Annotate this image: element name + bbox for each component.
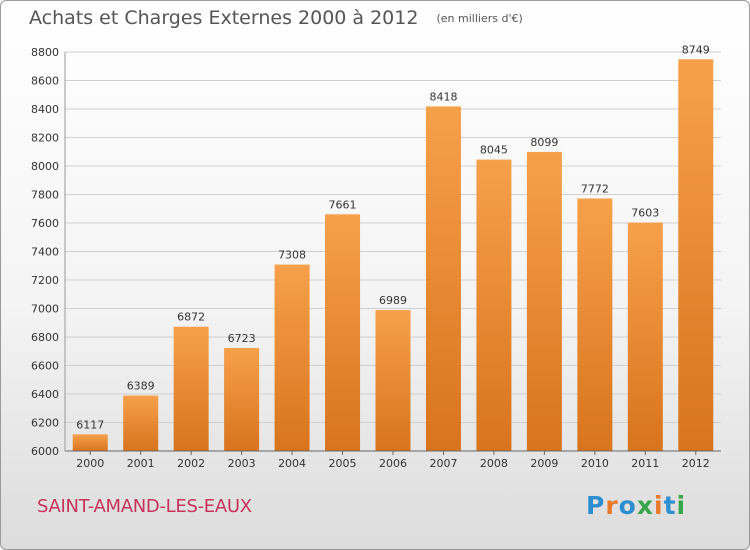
chart-unit: (en milliers d'€) — [436, 12, 523, 25]
data-label: 8418 — [429, 90, 457, 103]
y-tick-label: 8800 — [31, 46, 59, 59]
y-tick-label: 6000 — [31, 445, 59, 458]
x-tick-label: 2008 — [480, 457, 508, 470]
y-axis-ticks: 6000 6200 6400 6600 6800 7000 7200 7400 7600 7800… — [31, 46, 59, 458]
x-tick-label: 2004 — [278, 457, 306, 470]
bar — [627, 222, 663, 451]
x-tick-label: 2003 — [228, 457, 256, 470]
y-tick-label: 7200 — [31, 274, 59, 287]
data-label: 6117 — [76, 418, 104, 431]
x-tick-label: 2000 — [76, 457, 104, 470]
x-tick-label: 2010 — [581, 457, 609, 470]
data-label: 7661 — [329, 198, 357, 211]
bar — [526, 151, 562, 451]
x-tick-label: 2006 — [379, 457, 407, 470]
logo-letter: i — [676, 491, 687, 520]
y-tick-label: 6600 — [31, 360, 59, 373]
x-tick-label: 2012 — [682, 457, 710, 470]
bar — [224, 347, 260, 451]
logo-letter: t — [663, 491, 677, 520]
y-tick-label: 8600 — [31, 75, 59, 88]
bar — [678, 59, 714, 452]
chart-title-text: Achats et Charges Externes 2000 à 2012 — [29, 7, 419, 29]
logo-letter: o — [618, 491, 637, 520]
x-tick-label: 2009 — [530, 457, 558, 470]
logo-letter: P — [586, 491, 606, 520]
data-label: 7308 — [278, 249, 306, 262]
data-label: 6389 — [127, 380, 155, 393]
axes — [64, 52, 721, 452]
logo-letter: x — [636, 491, 654, 520]
y-tick-label: 7800 — [31, 189, 59, 202]
bar — [476, 159, 512, 451]
x-tick-label: 2001 — [127, 457, 155, 470]
data-label: 8099 — [530, 136, 558, 149]
y-tick-label: 6400 — [31, 388, 59, 401]
data-label: 6872 — [177, 311, 205, 324]
y-tick-label: 6200 — [31, 417, 59, 430]
y-tick-label: 8400 — [31, 103, 59, 116]
x-tick-label: 2011 — [631, 457, 659, 470]
data-label: 8045 — [480, 144, 508, 157]
data-label: 7603 — [631, 207, 659, 220]
y-tick-label: 8200 — [31, 132, 59, 145]
bar — [72, 434, 108, 451]
bar — [123, 395, 159, 451]
y-tick-label: 6800 — [31, 331, 59, 344]
proxiti-logo: Proxiti — [586, 491, 686, 520]
commune-name: SAINT-AMAND-LES-EAUX — [37, 496, 252, 517]
y-tick-label: 7400 — [31, 246, 59, 259]
y-tick-label: 8000 — [31, 160, 59, 173]
data-label: 6723 — [228, 332, 256, 345]
data-labels: 6117 6389 6872 6723 7308 7661 6989 8418 8045 8099… — [76, 43, 710, 431]
bar — [173, 326, 209, 451]
bar — [577, 198, 613, 451]
bar — [375, 310, 411, 451]
bar — [325, 214, 361, 451]
bar — [274, 264, 310, 451]
logo-letter: i — [654, 491, 664, 520]
logo-letter: r — [605, 491, 619, 520]
bar — [425, 106, 461, 451]
y-tick-label: 7600 — [31, 217, 59, 230]
data-label: 7772 — [581, 182, 609, 195]
x-tick-label: 2002 — [177, 457, 205, 470]
y-tick-label: 7000 — [31, 303, 59, 316]
data-label: 8749 — [682, 43, 710, 56]
chart-title: Achats et Charges Externes 2000 à 2012 (… — [29, 7, 523, 29]
x-tick-label: 2007 — [429, 457, 457, 470]
data-label: 6989 — [379, 294, 407, 307]
x-tick-label: 2005 — [329, 457, 357, 470]
bars — [72, 59, 714, 452]
x-axis-ticks: 2000 2001 2002 2003 2004 2005 2006 2007 2008 2009… — [76, 451, 710, 470]
